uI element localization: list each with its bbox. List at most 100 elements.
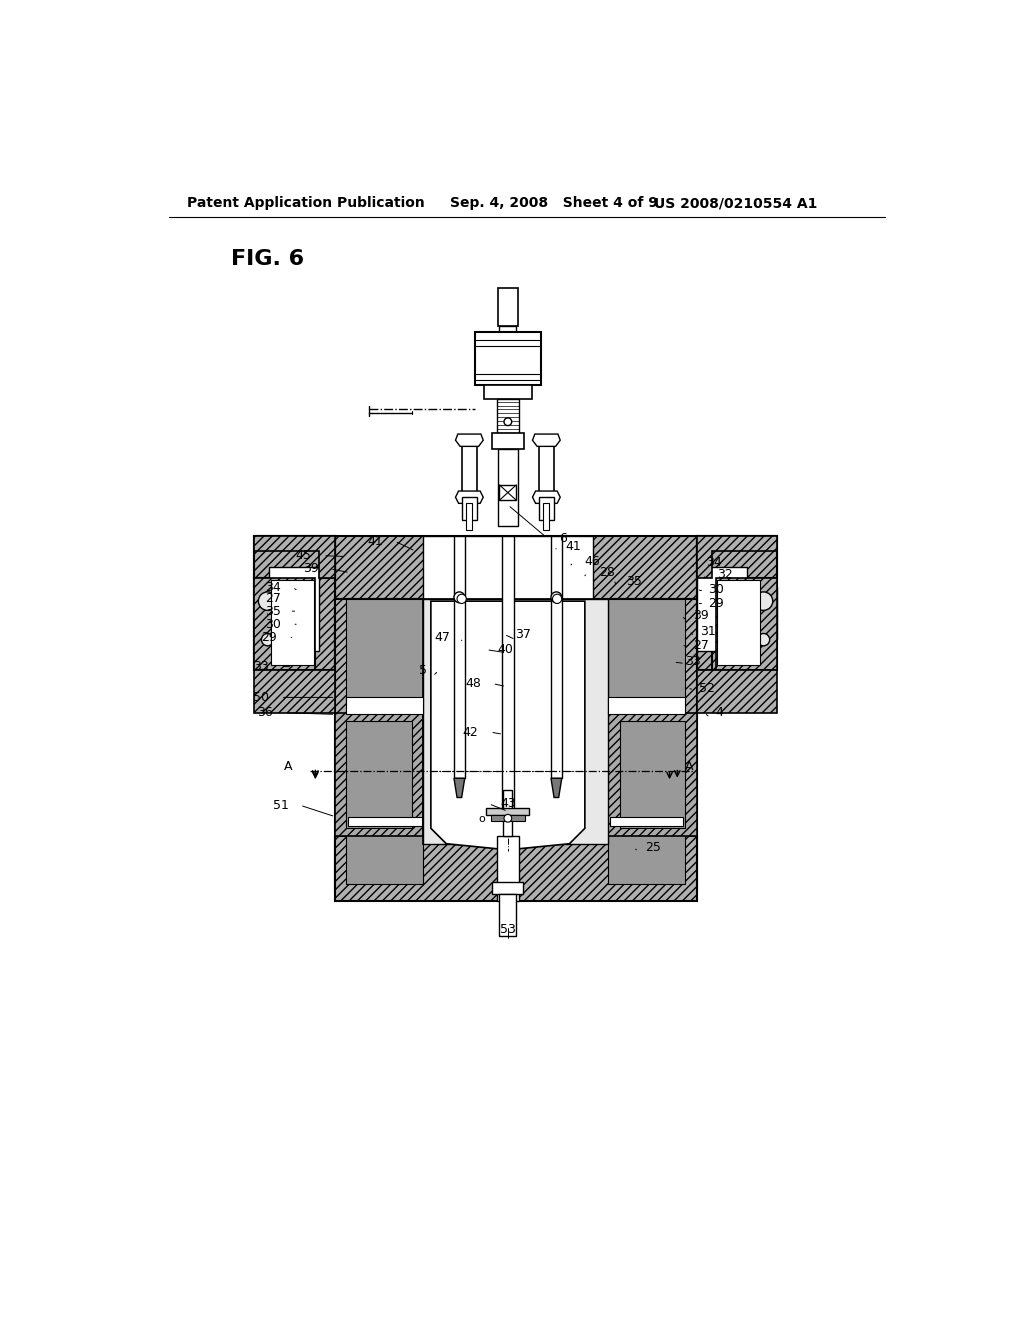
- Text: 5: 5: [419, 664, 427, 677]
- Bar: [502, 536, 514, 813]
- Bar: [500, 894, 516, 936]
- Bar: [475, 333, 541, 385]
- Polygon shape: [532, 434, 560, 446]
- Polygon shape: [431, 601, 585, 850]
- Text: 48: 48: [465, 677, 481, 690]
- Polygon shape: [696, 671, 777, 713]
- Bar: [348, 817, 422, 826]
- Bar: [454, 536, 465, 779]
- Text: 39: 39: [692, 610, 709, 622]
- Bar: [498, 449, 518, 525]
- Text: 43: 43: [500, 797, 516, 810]
- Bar: [254, 578, 315, 671]
- Circle shape: [758, 634, 770, 645]
- Text: FIG. 6: FIG. 6: [230, 248, 304, 268]
- Text: 25: 25: [645, 841, 660, 854]
- Bar: [609, 817, 683, 826]
- Text: 37: 37: [515, 628, 531, 640]
- Bar: [484, 385, 531, 399]
- Text: 31: 31: [700, 624, 716, 638]
- Text: 35: 35: [265, 605, 281, 618]
- Text: Patent Application Publication: Patent Application Publication: [186, 197, 425, 210]
- Bar: [346, 721, 412, 829]
- Circle shape: [258, 591, 276, 610]
- Polygon shape: [551, 779, 562, 797]
- Bar: [493, 882, 523, 894]
- Polygon shape: [456, 434, 483, 446]
- Text: 46: 46: [585, 556, 601, 569]
- Bar: [544, 503, 550, 531]
- Text: 33: 33: [253, 660, 269, 673]
- Text: 52: 52: [698, 681, 715, 694]
- Polygon shape: [254, 536, 335, 578]
- Text: 45: 45: [296, 549, 311, 562]
- Bar: [497, 399, 518, 433]
- Bar: [696, 536, 777, 671]
- Circle shape: [551, 591, 562, 603]
- Bar: [498, 288, 518, 326]
- Text: 29: 29: [708, 597, 724, 610]
- Bar: [462, 436, 477, 498]
- Bar: [608, 713, 696, 836]
- Bar: [696, 566, 746, 651]
- Bar: [751, 586, 777, 615]
- Bar: [492, 433, 524, 449]
- Text: 34: 34: [707, 556, 722, 569]
- Bar: [608, 697, 685, 714]
- Bar: [335, 536, 696, 599]
- Polygon shape: [454, 779, 465, 797]
- Text: 33: 33: [685, 656, 700, 668]
- Text: 50: 50: [253, 690, 269, 704]
- Bar: [335, 599, 423, 891]
- Text: 29: 29: [261, 631, 276, 644]
- Text: 41: 41: [565, 540, 582, 553]
- Text: 30: 30: [708, 583, 724, 597]
- Bar: [500, 326, 516, 333]
- Bar: [751, 615, 777, 639]
- Text: 6: 6: [559, 532, 566, 545]
- Polygon shape: [532, 491, 560, 503]
- Bar: [500, 484, 516, 500]
- Text: 30: 30: [265, 618, 281, 631]
- Bar: [551, 536, 562, 779]
- Circle shape: [504, 418, 512, 425]
- Bar: [269, 566, 319, 651]
- Text: 53: 53: [500, 924, 516, 936]
- Bar: [466, 503, 472, 531]
- Polygon shape: [716, 578, 777, 671]
- Bar: [555, 536, 559, 599]
- Text: 35: 35: [627, 576, 642, 589]
- Bar: [503, 789, 512, 836]
- Text: 39: 39: [303, 562, 318, 576]
- Text: 47: 47: [434, 631, 451, 644]
- Circle shape: [553, 594, 562, 603]
- Text: 27: 27: [265, 593, 281, 606]
- Bar: [539, 436, 554, 498]
- Bar: [254, 536, 335, 578]
- Bar: [346, 599, 423, 884]
- Bar: [539, 498, 554, 520]
- Circle shape: [457, 594, 466, 603]
- Bar: [254, 586, 281, 615]
- Text: 36: 36: [257, 706, 273, 719]
- Text: 42: 42: [463, 726, 478, 739]
- Text: 41: 41: [368, 535, 383, 548]
- Text: 27: 27: [692, 639, 709, 652]
- Bar: [335, 713, 423, 836]
- Circle shape: [454, 591, 465, 603]
- Text: 51: 51: [272, 799, 289, 812]
- Polygon shape: [456, 491, 483, 503]
- Bar: [620, 721, 685, 829]
- Bar: [717, 581, 760, 665]
- Bar: [497, 836, 518, 902]
- Bar: [712, 578, 773, 671]
- Bar: [460, 536, 464, 599]
- Bar: [346, 697, 423, 714]
- Text: US 2008/0210554 A1: US 2008/0210554 A1: [654, 197, 817, 210]
- Text: 28: 28: [599, 566, 614, 579]
- Text: A: A: [685, 760, 694, 774]
- Bar: [254, 536, 335, 671]
- Text: 34: 34: [265, 581, 281, 594]
- Text: 32: 32: [717, 568, 733, 581]
- Bar: [696, 536, 777, 578]
